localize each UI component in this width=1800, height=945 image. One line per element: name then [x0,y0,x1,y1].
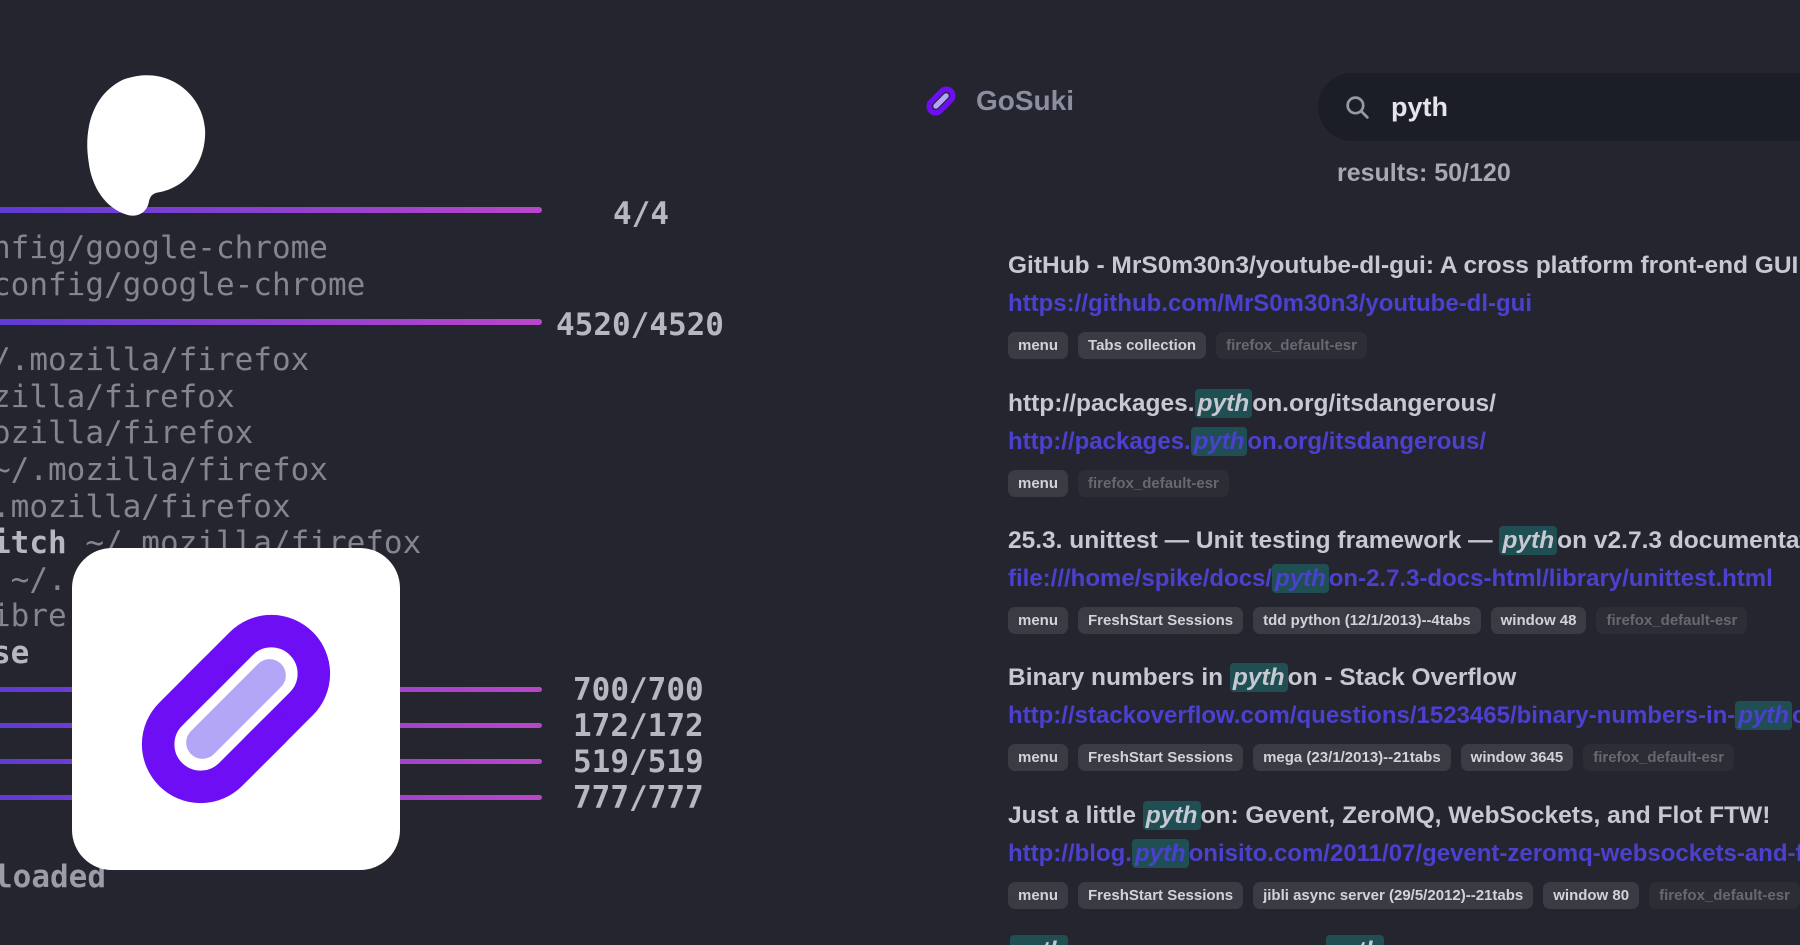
app-title: GoSuki [976,85,1075,116]
result-item: Binary numbers in pyth on - Stack Overflo… [1008,663,1800,771]
progress-count: 777/777 [573,780,704,816]
text-segment: on [1791,702,1800,729]
text-segment: file:///home/spike/docs/ [1008,565,1273,592]
tag-pill[interactable]: jibli async server (29/5/2012)--21tabs [1253,882,1534,909]
terminal-line: ~/.mozilla/firefox [0,452,328,488]
tag-pill[interactable]: firefox_default-esr [1596,607,1748,634]
text-segment: on.org/itsdangerous/ [1252,390,1496,417]
search-match-highlight: pyth [1190,427,1248,456]
progress-count: 4520/4520 [556,307,724,343]
tag-pill[interactable]: FreshStart Sessions [1078,882,1244,909]
search-match-highlight: pyth [1499,526,1558,555]
search-match-highlight: pyth [1272,564,1329,593]
link-icon [926,86,956,116]
result-url[interactable]: http://blog. pyth onisito.com/2011/07/geve… [1008,839,1800,868]
app-header: GoSuki [922,82,1074,120]
tag-pill[interactable]: menu [1008,744,1069,771]
search-match-highlight: pyth [1142,801,1201,830]
tag-pill[interactable]: Tabs collection [1078,332,1207,359]
result-tags: menu FreshStart Sessions tdd python (12/1/… [1008,607,1800,634]
search-icon [1346,95,1369,119]
terminal-line: .mozilla/firefox [0,489,291,525]
text-segment: on v2.7.3 documentation [1557,527,1800,554]
tag-pill[interactable]: firefox_default-esr [1649,882,1800,909]
tag-pill[interactable]: FreshStart Sessions [1078,744,1244,771]
progress-count: 700/700 [573,672,704,708]
search-match-highlight: pyth [1735,701,1792,730]
result-title[interactable]: Just a little pyth on: Gevent, ZeroMQ, We… [1008,801,1800,831]
result-title[interactable]: GitHub - MrS0m30n3/youtube-dl-gui: A cro… [1008,251,1800,281]
search-match-highlight: pyth [1326,935,1384,945]
result-tags: menu FreshStart Sessions mega (23/1/2013)-… [1008,744,1800,771]
terminal-line: ozilla/firefox [0,415,254,451]
tag-pill[interactable]: FreshStart Sessions [1078,607,1244,634]
tag-pill[interactable]: mega (23/1/2013)--21tabs [1253,744,1451,771]
search-match-highlight: pyth [1229,663,1288,692]
search-match-highlight: pyth [1010,935,1068,945]
tag-pill[interactable]: firefox_default-esr [1583,744,1735,771]
text-segment: Just a little [1008,802,1143,829]
result-item: GitHub - MrS0m30n3/youtube-dl-gui: A cro… [1008,251,1800,359]
partial-next-result: pyth pyth [1008,935,1608,945]
progress-count: 172/172 [573,708,704,744]
text-segment: http://stackoverflow.com/questions/15234… [1008,702,1736,729]
search-box[interactable] [1318,73,1800,141]
terminal-line: zilla/firefox [0,379,235,415]
result-item: Just a little pyth on: Gevent, ZeroMQ, We… [1008,801,1800,909]
terminal-line: se [0,635,30,671]
terminal-line: /.mozilla/firefox [0,342,310,378]
result-title[interactable]: http://packages. pyth on.org/itsdangerous/ [1008,389,1800,419]
result-item: http://packages. pyth on.org/itsdangerous/… [1008,389,1800,497]
tag-pill[interactable]: window 48 [1490,607,1587,634]
progress-bar [0,319,542,325]
tag-pill[interactable]: menu [1008,607,1069,634]
terminal-line: ibre [0,598,67,634]
text-segment: https://github.com/MrS0m30n3/youtube-dl-… [1008,290,1532,317]
result-tags: menu Tabs collection firefox_default-esr [1008,332,1800,359]
result-item: 25.3. unittest — Unit testing framework … [1008,526,1800,634]
tag-pill[interactable]: firefox_default-esr [1078,470,1229,497]
progress-count: 519/519 [573,744,704,780]
text-segment: on - Stack Overflow [1287,664,1517,691]
text-segment: Binary numbers in [1008,664,1230,691]
tag-pill[interactable]: menu [1008,332,1069,359]
text-segment: 25.3. unittest — Unit testing framework … [1008,527,1500,554]
terminal-line: nfig/google-chrome [0,230,328,266]
progress-bar [0,207,542,213]
tag-pill[interactable]: tdd python (12/1/2013)--4tabs [1253,607,1481,634]
terminal-line: config/google-chrome [0,267,366,303]
tag-pill[interactable]: firefox_default-esr [1216,332,1367,359]
result-title[interactable]: 25.3. unittest — Unit testing framework … [1008,526,1800,556]
result-tags: menu FreshStart Sessions jibli async serve… [1008,882,1800,909]
tag-pill[interactable]: menu [1008,882,1069,909]
text-segment: http://packages. [1008,428,1191,455]
terminal-footer-line: loaded [0,859,106,895]
text-segment: on.org/itsdangerous/ [1247,428,1487,455]
result-url[interactable]: http://packages. pyth on.org/itsdangerous/ [1008,427,1800,456]
gosuki-logo-card [72,548,400,870]
gosuki-blob-logo [87,75,206,216]
results-count: results: 50/120 [1337,159,1511,187]
tag-pill[interactable]: window 80 [1543,882,1640,909]
search-input[interactable] [1389,90,1733,124]
search-match-highlight: pyth [1131,839,1189,868]
result-url[interactable]: http://stackoverflow.com/questions/15234… [1008,701,1800,730]
text-segment: http://blog. [1008,840,1132,867]
text-segment: onisito.com/2011/07/gevent-zeromq-websoc… [1188,840,1800,867]
search-match-highlight: pyth [1194,389,1253,418]
link-icon [141,614,331,804]
result-url[interactable]: file:///home/spike/docs/pyth on-2.7.3-doc… [1008,564,1800,593]
terminal-line: ~/. [10,562,67,598]
result-title[interactable]: Binary numbers in pyth on - Stack Overflo… [1008,663,1800,693]
result-url[interactable]: https://github.com/MrS0m30n3/youtube-dl-… [1008,289,1800,318]
progress-count: 4/4 [613,196,669,232]
tag-pill[interactable]: menu [1008,470,1069,497]
text-segment: GitHub - MrS0m30n3/youtube-dl-gui: A cro… [1008,252,1799,279]
tag-pill[interactable]: window 3645 [1460,744,1574,771]
result-tags: menu firefox_default-esr [1008,470,1800,497]
text-segment: on-2.7.3-docs-html/library/unittest.html [1328,565,1773,592]
text-segment: on: Gevent, ZeroMQ, WebSockets, and Flot… [1200,802,1771,829]
text-segment: http://packages. [1008,390,1195,417]
